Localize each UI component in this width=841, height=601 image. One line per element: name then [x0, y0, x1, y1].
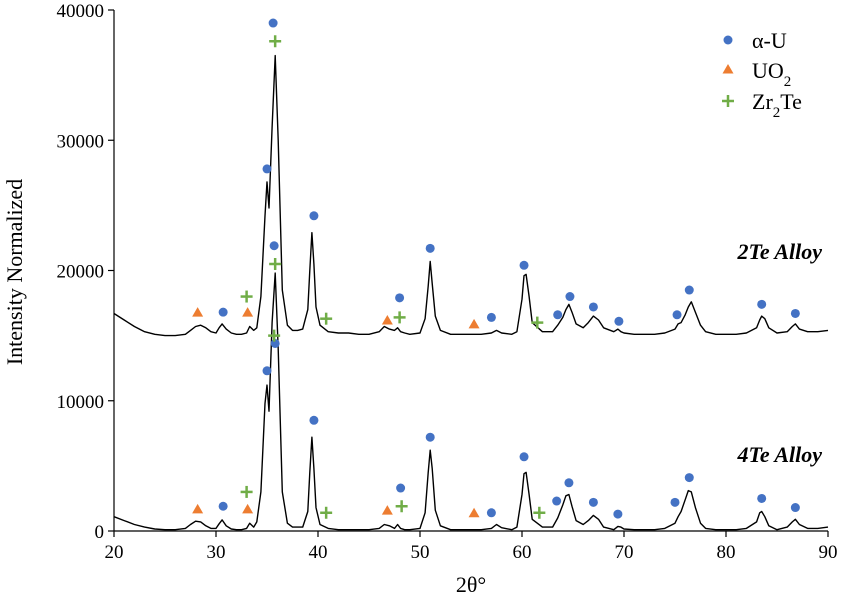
alpha-u-marker	[425, 432, 435, 442]
alpha-u-marker	[309, 211, 319, 221]
legend-label-uo2: UO2	[752, 58, 791, 90]
x-tick-label: 50	[411, 542, 430, 563]
alpha-u-marker	[613, 509, 623, 519]
series-label-4te: 4Te Alloy	[736, 442, 822, 467]
x-ticks: 20 30 40 50 60 70 80 90	[105, 531, 838, 563]
alpha-u-marker	[553, 310, 563, 320]
alpha-u-marker	[757, 493, 767, 503]
x-tick-label: 90	[819, 542, 838, 563]
alpha-u-marker	[269, 241, 279, 251]
uo2-marker	[192, 307, 204, 317]
x-tick-label: 60	[513, 542, 532, 563]
alpha-u-marker	[790, 308, 800, 318]
y-ticks: 0 10000 20000 30000 40000	[57, 1, 114, 543]
x-tick-label: 70	[615, 542, 634, 563]
uo2-marker	[468, 318, 480, 329]
legend-circle-icon	[723, 35, 733, 45]
alpha-u-marker	[268, 18, 278, 28]
peak-markers	[192, 18, 800, 519]
legend-label-alpha-u: α-U	[752, 28, 787, 53]
alpha-u-marker	[396, 483, 406, 493]
zr2te-marker	[268, 329, 281, 342]
alpha-u-marker	[684, 285, 694, 295]
alpha-u-marker	[552, 496, 562, 506]
legend-triangle-icon	[722, 64, 734, 74]
uo2-marker	[242, 307, 254, 317]
legend-plus-icon	[722, 95, 734, 107]
uo2-marker	[242, 503, 254, 514]
y-tick-label: 40000	[57, 1, 105, 22]
zr2te-marker	[269, 257, 282, 270]
zr2te-marker	[240, 485, 253, 498]
series-line-2te	[113, 54, 829, 337]
alpha-u-marker	[684, 473, 694, 483]
x-tick-label: 40	[309, 542, 328, 563]
alpha-u-marker	[395, 293, 405, 303]
uo2-marker	[192, 503, 204, 514]
uo2-marker	[381, 505, 393, 515]
legend: α-U UO2 Zr2Te	[722, 28, 802, 121]
legend-label-zr2te: Zr2Te	[752, 89, 802, 121]
alpha-u-marker	[309, 415, 319, 425]
y-tick-label: 0	[95, 522, 105, 543]
x-axis-title: 2θ°	[456, 572, 486, 597]
alpha-u-marker	[425, 243, 435, 253]
plot-area: 20 30 40 50 60 70 80 90 0 10000 20000 30000 40000	[57, 1, 838, 563]
alpha-u-marker	[672, 310, 682, 320]
zr2te-marker	[320, 312, 333, 325]
x-tick-label: 30	[207, 542, 226, 563]
alpha-u-marker	[486, 508, 496, 518]
alpha-u-marker	[519, 452, 529, 462]
y-tick-label: 30000	[57, 131, 105, 152]
zr2te-marker	[395, 500, 408, 513]
series-lines	[113, 54, 829, 531]
uo2-marker	[381, 314, 393, 325]
alpha-u-marker	[262, 164, 272, 174]
series-label-2te: 2Te Alloy	[736, 239, 822, 264]
alpha-u-marker	[262, 366, 272, 376]
alpha-u-marker	[565, 292, 575, 302]
alpha-u-marker	[790, 503, 800, 513]
uo2-marker	[468, 507, 480, 518]
alpha-u-marker	[757, 299, 767, 309]
series-line-4te	[113, 272, 829, 531]
zr2te-marker	[393, 311, 406, 324]
alpha-u-marker	[670, 497, 680, 507]
zr2te-marker	[240, 290, 253, 303]
alpha-u-marker	[218, 307, 228, 317]
y-tick-label: 20000	[57, 262, 105, 283]
alpha-u-marker	[486, 312, 496, 322]
zr2te-marker	[531, 316, 544, 329]
alpha-u-marker	[588, 302, 598, 312]
alpha-u-marker	[564, 478, 574, 488]
alpha-u-marker	[218, 501, 228, 511]
y-tick-label: 10000	[57, 392, 105, 413]
zr2te-marker	[269, 35, 282, 48]
alpha-u-marker	[588, 497, 598, 507]
x-tick-label: 80	[717, 542, 736, 563]
zr2te-marker	[320, 506, 333, 519]
alpha-u-marker	[519, 260, 529, 270]
zr2te-marker	[533, 506, 546, 519]
y-axis-title: Intensity Normalized	[2, 179, 27, 365]
alpha-u-marker	[614, 316, 624, 326]
x-tick-label: 20	[105, 542, 124, 563]
